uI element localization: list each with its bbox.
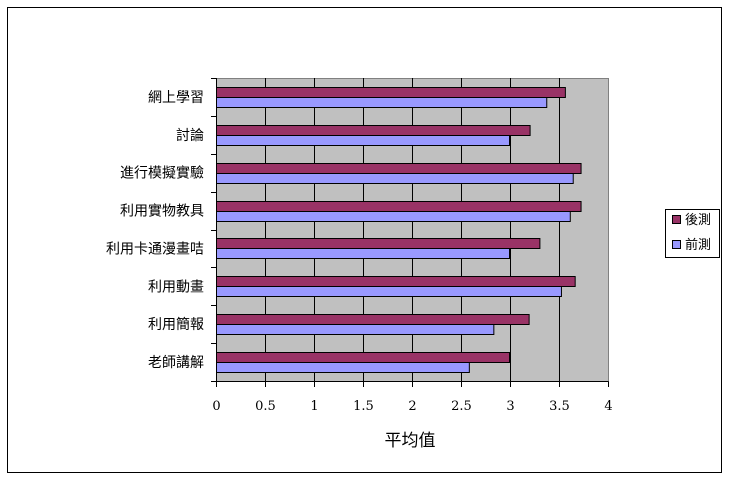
category-label: 利用簡報 bbox=[148, 317, 204, 333]
category-label: 老師講解 bbox=[148, 355, 204, 371]
category-label: 討論 bbox=[176, 128, 204, 144]
bar-pre-test-6 bbox=[216, 324, 495, 335]
x-tick-label: 4 bbox=[604, 399, 612, 414]
bar-post-test-7 bbox=[216, 352, 511, 363]
bar-post-test-0 bbox=[216, 87, 566, 98]
x-tick-label: 0 bbox=[212, 399, 220, 414]
legend-label-post-test: 後測 bbox=[685, 213, 711, 228]
category-label: 網上學習 bbox=[148, 90, 204, 106]
x-axis-ticks: 0 0.5 1 1.5 2 2.5 3 3.5 4 bbox=[212, 381, 613, 414]
x-tick-label: 3.5 bbox=[549, 399, 570, 414]
x-tick-label: 2 bbox=[408, 399, 416, 414]
legend-swatch-pre-test bbox=[672, 240, 681, 249]
bar-pre-test-3 bbox=[216, 211, 571, 222]
x-tick-label: 3 bbox=[506, 399, 514, 414]
legend-swatch-post-test bbox=[672, 215, 681, 224]
legend-label-pre-test: 前測 bbox=[685, 237, 711, 253]
legend: 後測 前測 bbox=[665, 209, 720, 258]
category-label: 利用卡通漫畫咭 bbox=[106, 241, 204, 257]
x-tick-label: 1.5 bbox=[353, 399, 374, 414]
category-label: 利用實物教具 bbox=[120, 203, 204, 220]
bar-post-test-4 bbox=[216, 238, 541, 249]
category-label: 進行模擬實驗 bbox=[120, 165, 204, 182]
bar-pre-test-2 bbox=[216, 173, 574, 184]
bar-post-test-5 bbox=[216, 276, 576, 287]
bar-post-test-2 bbox=[216, 163, 582, 174]
bar-post-test-3 bbox=[216, 201, 582, 212]
x-tick-label: 0.5 bbox=[255, 399, 276, 414]
bar-pre-test-5 bbox=[216, 286, 562, 297]
bar-pre-test-0 bbox=[216, 97, 548, 108]
bar-pre-test-4 bbox=[216, 248, 511, 259]
bar-pre-test-7 bbox=[216, 362, 470, 373]
bar-pre-test-1 bbox=[216, 135, 511, 146]
x-axis-title: 平均值 bbox=[385, 431, 436, 451]
x-tick-label: 2.5 bbox=[451, 399, 472, 414]
x-tick-label: 1 bbox=[310, 399, 318, 414]
bar-post-test-1 bbox=[216, 125, 531, 136]
category-label: 利用動畫 bbox=[148, 279, 204, 295]
bar-post-test-6 bbox=[216, 314, 530, 325]
